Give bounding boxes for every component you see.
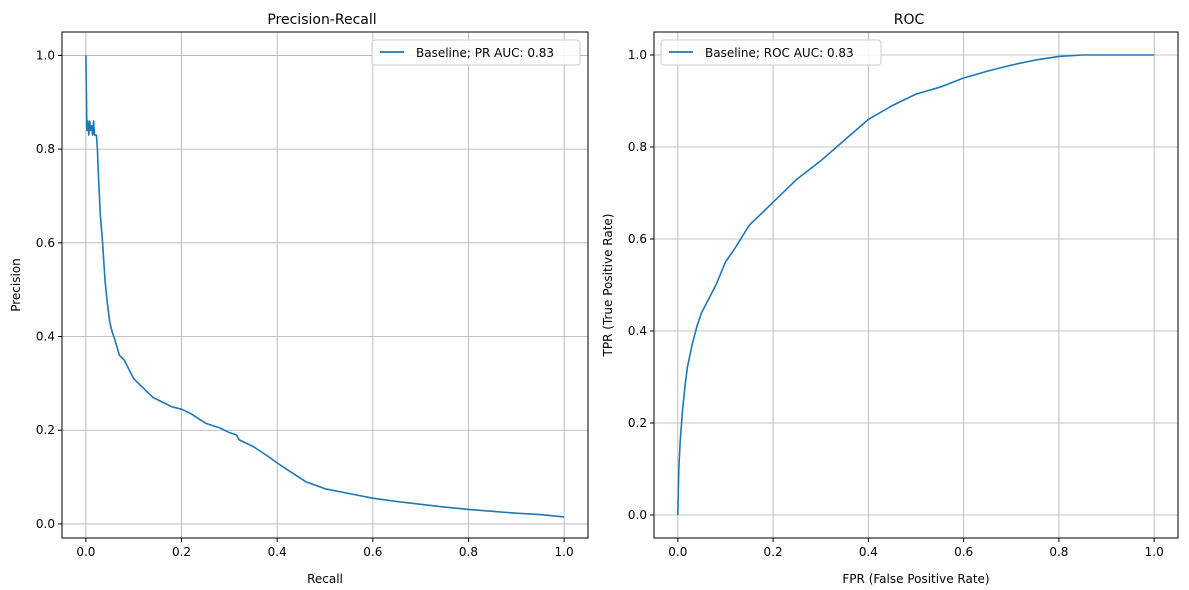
- y-tick-label: 0.0: [36, 517, 55, 531]
- y-tick-label: 0.8: [628, 140, 647, 154]
- panel-title: ROC: [894, 12, 925, 28]
- x-tick-label: 0.4: [268, 545, 287, 559]
- axes-frame: [61, 31, 589, 539]
- y-tick-label: 0.2: [36, 423, 55, 437]
- x-tick-label: 0.8: [459, 545, 478, 559]
- legend-box: [660, 39, 882, 66]
- legend-box: [371, 39, 581, 66]
- x-tick-label: 0.2: [172, 545, 191, 559]
- y-tick-label: 0.6: [628, 232, 647, 246]
- y-axis-label: TPR (True Positive Rate): [601, 214, 615, 358]
- x-tick-label: 0.6: [363, 545, 382, 559]
- legend-entry: Baseline; PR AUC: 0.83: [416, 46, 554, 60]
- y-tick-label: 0.0: [628, 508, 647, 522]
- legend: Baseline; PR AUC: 0.83: [371, 39, 581, 66]
- x-tick-label: 1.0: [555, 545, 574, 559]
- legend-entry: Baseline; ROC AUC: 0.83: [705, 46, 854, 60]
- y-tick-label: 0.4: [628, 324, 647, 338]
- series-line: [85, 55, 565, 518]
- y-tick-label: 0.4: [36, 330, 55, 344]
- x-tick-label: 1.0: [1145, 545, 1164, 559]
- axes-frame: [653, 31, 1179, 539]
- x-tick-label: 0.4: [859, 545, 878, 559]
- y-tick-label: 1.0: [36, 48, 55, 62]
- y-tick-label: 0.2: [628, 416, 647, 430]
- series-line: [677, 54, 1155, 516]
- x-tick-label: 0.0: [668, 545, 687, 559]
- y-tick-label: 1.0: [628, 48, 647, 62]
- x-tick-label: 0.2: [764, 545, 783, 559]
- precision-recall-panel: Precision-Recall 0.0 0.2 0.4 0.6 0.8 1.0 0.0 0.…: [9, 12, 589, 586]
- roc-panel: ROC 0.0 0.2 0.4 0.6 0.8 1.0 0.0 0.2 0.4 0.6 0.8 1.0…: [601, 12, 1179, 586]
- x-tick-label: 0.0: [76, 545, 95, 559]
- legend: Baseline; ROC AUC: 0.83: [660, 39, 882, 66]
- x-tick-label: 0.8: [1049, 545, 1068, 559]
- y-tick-label: 0.8: [36, 142, 55, 156]
- x-tick-label: 0.6: [954, 545, 973, 559]
- panel-title: Precision-Recall: [267, 12, 376, 28]
- y-tick-label: 0.6: [36, 236, 55, 250]
- x-axis-label: FPR (False Positive Rate): [842, 572, 989, 586]
- y-axis-label: Precision: [9, 258, 23, 312]
- x-axis-label: Recall: [307, 572, 343, 586]
